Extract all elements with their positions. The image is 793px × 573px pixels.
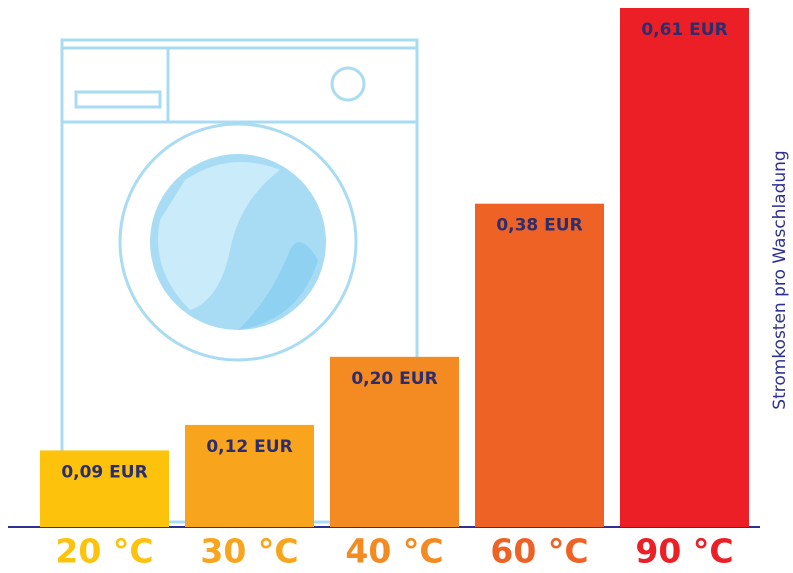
bar: [475, 204, 604, 527]
value-label: 0,12 EUR: [206, 437, 292, 457]
x-tick-label: 90 °C: [635, 532, 733, 571]
y-axis-label: Stromkosten pro Waschladung: [770, 150, 790, 409]
x-tick-label: 60 °C: [490, 532, 588, 571]
value-label: 0,20 EUR: [351, 369, 437, 389]
bar: [620, 8, 749, 527]
value-label: 0,09 EUR: [61, 462, 147, 482]
chart: Stromkosten pro Waschladung 0,09 EUR 20 °…: [0, 0, 793, 573]
value-label: 0,38 EUR: [496, 216, 582, 236]
x-tick-label: 20 °C: [55, 532, 153, 571]
x-tick-label: 40 °C: [345, 532, 443, 571]
value-label: 0,61 EUR: [641, 20, 727, 40]
x-tick-label: 30 °C: [200, 532, 298, 571]
